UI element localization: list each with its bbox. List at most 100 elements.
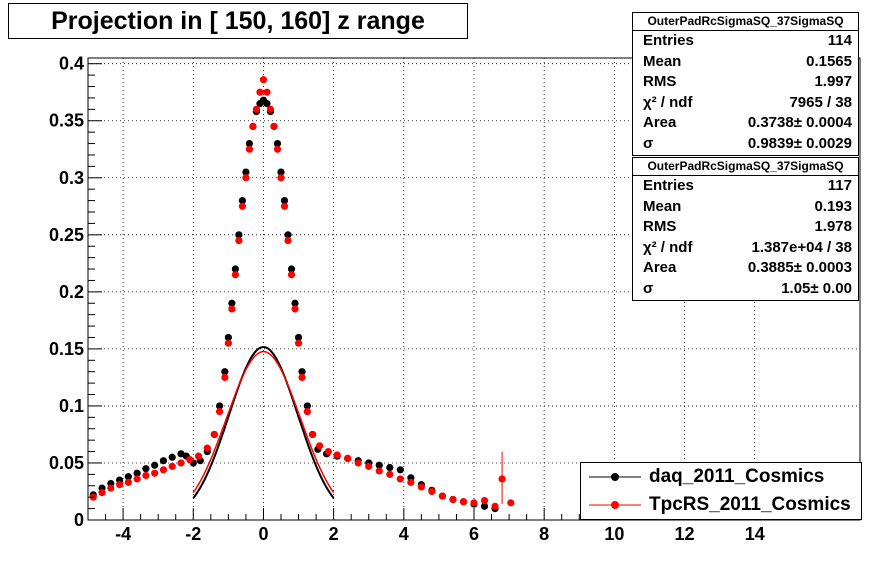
data-point — [291, 299, 299, 307]
y-tick-label: 0.35 — [49, 111, 84, 131]
data-point — [245, 139, 254, 148]
y-tick-label: 0.1 — [59, 396, 84, 416]
data-point — [298, 373, 306, 382]
data-point — [428, 487, 436, 496]
data-point — [259, 76, 268, 84]
data-point — [245, 145, 254, 153]
data-point — [294, 339, 303, 347]
data-point — [168, 462, 176, 470]
x-tick-label: 12 — [675, 524, 695, 544]
data-point — [221, 368, 229, 376]
stats-row: Area 0.3738± 0.0004 — [633, 113, 858, 134]
stats-value: 1.978 — [814, 218, 852, 236]
data-point — [316, 442, 324, 450]
data-point — [115, 481, 124, 489]
data-point — [277, 174, 285, 182]
data-point — [480, 502, 489, 510]
stats-box-name: OuterPadRcSigmaSQ_37SigmaSQ — [633, 13, 858, 31]
data-point — [242, 174, 250, 182]
data-point — [266, 105, 275, 113]
data-point — [235, 231, 243, 239]
data-point — [142, 471, 150, 480]
data-point — [124, 473, 132, 481]
data-point — [284, 231, 292, 239]
x-tick-label: 6 — [469, 524, 479, 544]
data-point — [396, 475, 404, 483]
stats-key: Entries — [643, 32, 694, 49]
data-point — [194, 452, 203, 460]
data-markers — [89, 76, 515, 513]
fit-curves — [192, 346, 335, 499]
stats-box-tpcrs: OuterPadRcSigmaSQ_37SigmaSQ Entries 117 M… — [632, 157, 859, 301]
data-point — [224, 333, 232, 342]
y-tick-label: 0.3 — [59, 168, 84, 188]
data-point — [224, 339, 232, 347]
stats-row: χ² / ndf 7965 / 38 — [633, 93, 858, 114]
stats-key: Entries — [643, 177, 694, 194]
fit-curve — [192, 350, 335, 494]
stats-value: 117 — [827, 177, 852, 194]
data-point — [151, 469, 159, 477]
legend-entry-daq: daq_2011_Cosmics — [581, 463, 861, 491]
stats-key: χ² / ndf — [643, 238, 693, 256]
data-point — [142, 465, 150, 473]
stats-box-daq: OuterPadRcSigmaSQ_37SigmaSQ Entries 114 M… — [632, 12, 859, 156]
data-point — [291, 305, 299, 313]
data-point — [438, 492, 447, 500]
data-point — [273, 145, 282, 153]
stats-row: RMS 1.997 — [633, 72, 858, 93]
stats-key: Area — [643, 259, 677, 277]
y-tick-label: 0 — [74, 510, 84, 530]
data-point — [333, 451, 341, 459]
axes: -4 -2 0 2 4 6 8 10 12 14 0 0.05 0.1 0.15 0.2 0.25 0.3 0.3… — [49, 54, 861, 544]
data-point — [215, 408, 224, 416]
data-point — [396, 466, 404, 474]
x-tick-label: -4 — [115, 524, 131, 544]
data-point — [507, 499, 515, 507]
data-point — [228, 299, 236, 307]
chart-title: Projection in [ 150, 160] z range — [8, 3, 468, 39]
x-tick-label: -2 — [185, 524, 201, 544]
data-point — [133, 469, 141, 477]
x-tick-label: 10 — [604, 524, 624, 544]
data-point — [98, 489, 106, 497]
data-point — [151, 461, 159, 469]
data-point — [365, 462, 373, 470]
data-point — [375, 461, 383, 469]
legend-marker-tpcrs — [589, 501, 641, 509]
y-tick-label: 0.05 — [49, 453, 84, 473]
stats-key: RMS — [643, 73, 677, 91]
data-point — [298, 368, 306, 376]
data-point — [203, 444, 211, 452]
stats-key: RMS — [643, 218, 677, 236]
stats-row: Entries 114 — [633, 31, 858, 52]
stats-value: 0.9839± 0.0029 — [747, 134, 852, 152]
data-point — [375, 467, 383, 475]
data-point — [242, 168, 250, 176]
y-tick-label: 0.15 — [49, 339, 84, 359]
data-point — [280, 196, 289, 205]
data-point — [459, 498, 468, 506]
data-point — [177, 459, 185, 467]
data-point — [186, 455, 194, 464]
legend-entry-tpcrs: TpcRS_2011_Cosmics — [581, 491, 861, 519]
stats-value: 0.1565 — [806, 52, 852, 70]
data-point — [159, 457, 168, 465]
data-point — [107, 484, 115, 492]
stats-value: 0.193 — [814, 197, 852, 215]
stats-key: Area — [643, 114, 677, 132]
data-point — [277, 168, 285, 176]
data-point — [231, 265, 239, 273]
data-point — [287, 271, 296, 279]
y-tick-label: 0.2 — [59, 282, 84, 302]
y-tick-label: 0.4 — [59, 54, 84, 74]
stats-row: σ 0.9839± 0.0029 — [633, 134, 858, 155]
data-point — [449, 495, 457, 504]
legend: daq_2011_Cosmics TpcRS_2011_Cosmics — [580, 462, 862, 520]
stats-key: Mean — [643, 197, 682, 215]
x-tick-label: 4 — [399, 524, 409, 544]
data-point — [407, 478, 415, 486]
stats-value: 1.05± 0.00 — [781, 279, 852, 297]
data-point — [491, 502, 499, 510]
